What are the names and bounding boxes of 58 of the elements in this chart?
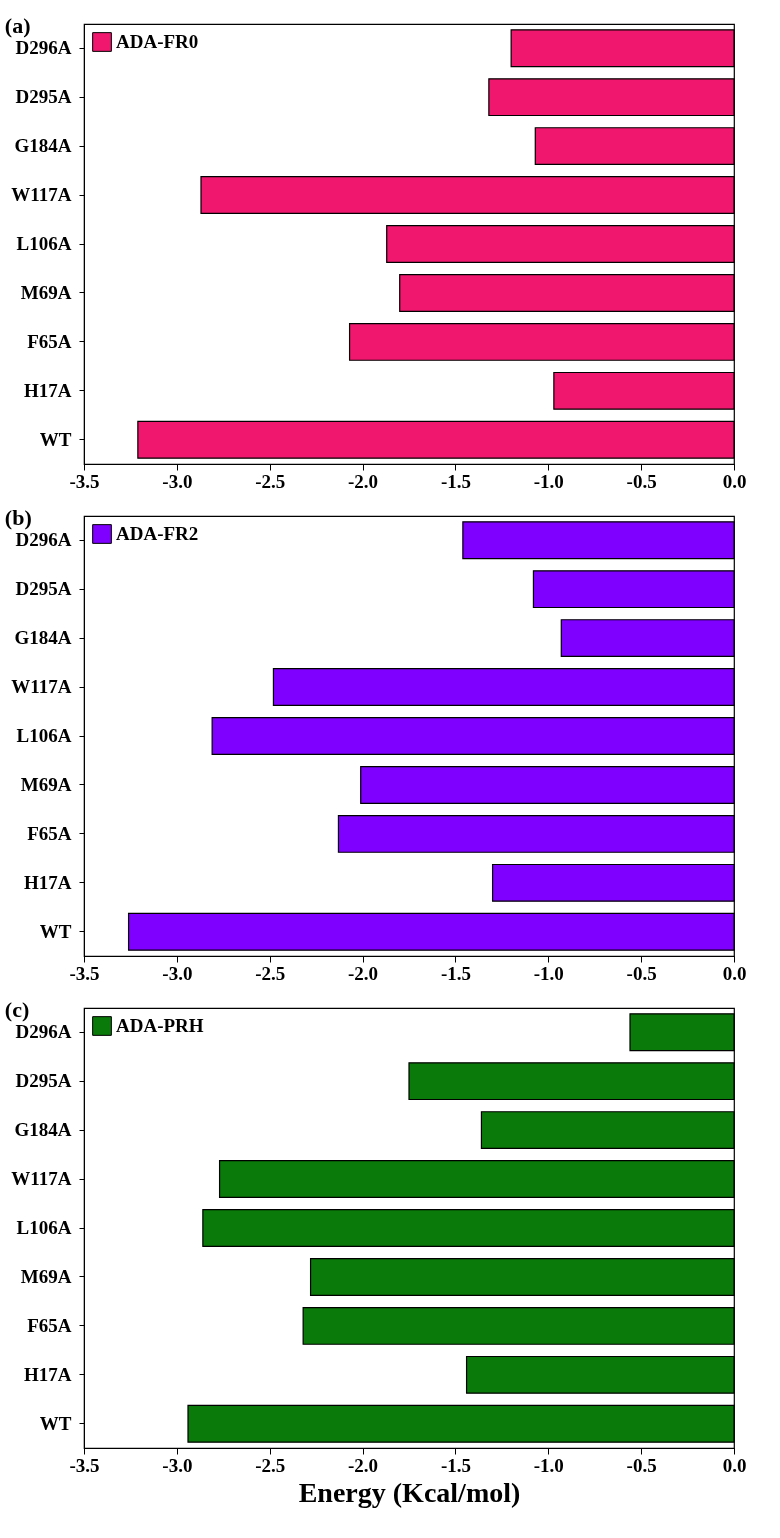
y-tick-label: G184A bbox=[14, 627, 72, 649]
x-tick-label: -2.0 bbox=[348, 470, 379, 492]
y-tick-label: W117A bbox=[11, 676, 72, 698]
chart-title: (c) bbox=[4, 997, 30, 1022]
y-tick-label: F65A bbox=[27, 1314, 72, 1336]
chart-title: (b) bbox=[4, 505, 32, 530]
y-tick-label: WT bbox=[39, 920, 72, 942]
y-tick-label: D296A bbox=[15, 529, 72, 551]
y-tick-label: L106A bbox=[16, 233, 72, 254]
x-tick-label: -2.0 bbox=[348, 1454, 379, 1476]
x-tick-label: -3.0 bbox=[162, 470, 193, 492]
y-tick-label: M69A bbox=[20, 773, 72, 795]
y-tick-label: WT bbox=[39, 1412, 72, 1434]
y-tick-label: L106A bbox=[16, 1217, 72, 1238]
legend-label: ADA-PRH bbox=[116, 1015, 204, 1036]
chart-title: (a) bbox=[4, 13, 31, 38]
y-tick-label: G184A bbox=[14, 135, 72, 157]
x-tick-label: -1.5 bbox=[440, 962, 471, 984]
y-tick-label: G184A bbox=[14, 1119, 72, 1141]
x-tick-label: -1.5 bbox=[440, 1454, 471, 1476]
y-tick-label: D295A bbox=[15, 578, 72, 600]
y-tick-label: M69A bbox=[20, 281, 72, 303]
x-tick-label: -1.0 bbox=[533, 470, 564, 492]
x-tick-label: -3.0 bbox=[162, 1454, 193, 1476]
y-tick-label: H17A bbox=[24, 1363, 72, 1385]
x-tick-label: -0.5 bbox=[626, 470, 657, 492]
x-tick-label: -3.5 bbox=[69, 962, 100, 984]
x-axis-title: Energy (Kcal/mol) bbox=[298, 1476, 521, 1508]
y-tick-label: H17A bbox=[24, 379, 72, 401]
y-tick-label: F65A bbox=[27, 822, 72, 844]
x-tick-label: -2.0 bbox=[348, 962, 379, 984]
x-tick-label: 0.0 bbox=[722, 962, 747, 984]
y-tick-label: W117A bbox=[11, 1168, 72, 1190]
y-tick-label: D296A bbox=[15, 37, 72, 59]
y-tick-label: D295A bbox=[15, 86, 72, 108]
y-tick-label: WT bbox=[39, 428, 72, 450]
y-tick-label: F65A bbox=[27, 330, 72, 352]
y-tick-label: D295A bbox=[15, 1070, 72, 1092]
y-tick-label: D296A bbox=[15, 1021, 72, 1043]
x-tick-label: -1.0 bbox=[533, 962, 564, 984]
y-tick-label: H17A bbox=[24, 871, 72, 893]
x-tick-label: -3.5 bbox=[69, 1454, 100, 1476]
x-tick-label: -3.5 bbox=[69, 470, 100, 492]
y-tick-label: W117A bbox=[11, 184, 72, 206]
x-tick-label: -0.5 bbox=[626, 1454, 657, 1476]
x-tick-label: -0.5 bbox=[626, 962, 657, 984]
x-tick-label: -2.5 bbox=[255, 1454, 286, 1476]
x-tick-label: 0.0 bbox=[722, 1454, 747, 1476]
x-tick-label: -1.5 bbox=[440, 470, 471, 492]
x-tick-label: -2.5 bbox=[255, 470, 286, 492]
legend-label: ADA-FR0 bbox=[116, 31, 199, 52]
y-tick-label: M69A bbox=[20, 1265, 72, 1287]
y-tick-label: L106A bbox=[16, 725, 72, 746]
x-tick-label: -3.0 bbox=[162, 962, 193, 984]
x-tick-label: -2.5 bbox=[255, 962, 286, 984]
x-tick-label: 0.0 bbox=[722, 470, 747, 492]
legend-label: ADA-FR2 bbox=[116, 523, 199, 544]
x-tick-label: -1.0 bbox=[533, 1454, 564, 1476]
